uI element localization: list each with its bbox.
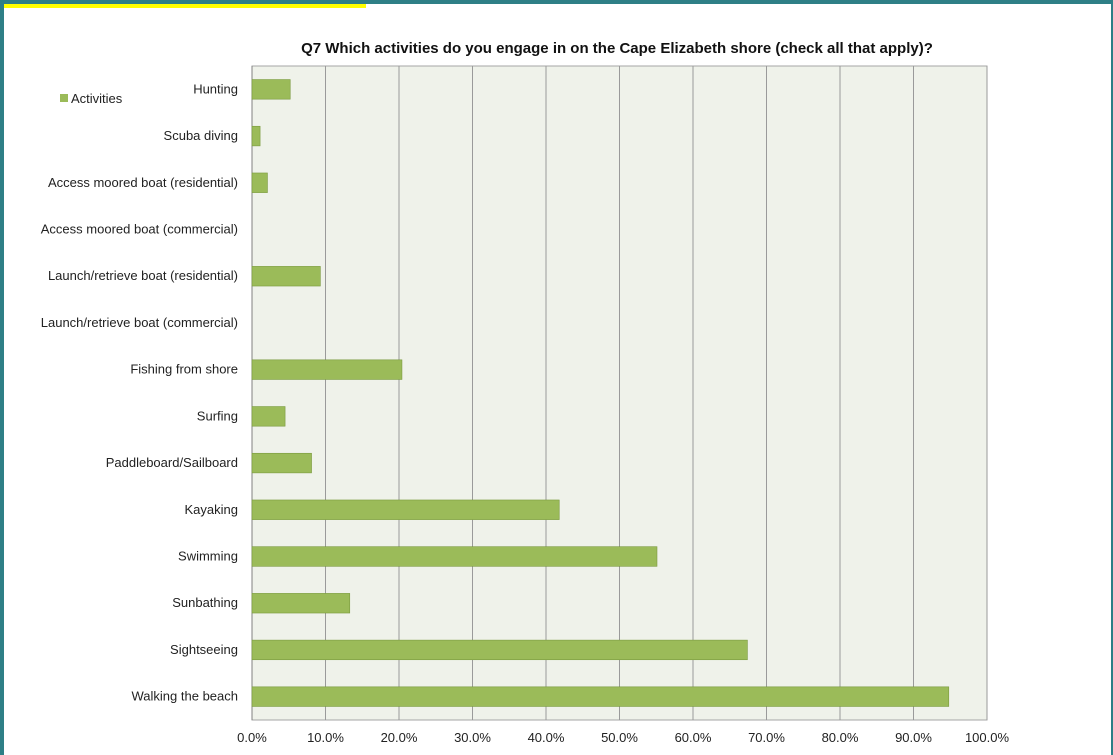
- x-tick-label: 70.0%: [748, 730, 785, 745]
- x-tick-label: 40.0%: [528, 730, 565, 745]
- category-label: Access moored boat (commercial): [41, 222, 238, 237]
- category-label: Launch/retrieve boat (commercial): [41, 315, 238, 330]
- legend-label: Activities: [71, 91, 123, 106]
- bar: [251, 266, 321, 287]
- bar: [251, 593, 351, 614]
- category-label: Walking the beach: [132, 689, 238, 704]
- bar: [251, 452, 312, 474]
- x-tick-label: 80.0%: [822, 730, 859, 745]
- category-label: Kayaking: [185, 502, 238, 517]
- category-label: Scuba diving: [164, 128, 238, 143]
- x-tick-label: 20.0%: [381, 730, 418, 745]
- x-tick-label: 10.0%: [307, 730, 344, 745]
- legend: Activities: [60, 91, 123, 106]
- x-tick-label: 100.0%: [965, 730, 1010, 745]
- bar: [251, 79, 291, 100]
- bars: [251, 79, 950, 707]
- category-label: Launch/retrieve boat (residential): [48, 268, 238, 283]
- category-labels: Hunting Scuba diving Access moored boat (r…: [41, 81, 238, 703]
- x-tick-label: 50.0%: [601, 730, 638, 745]
- bar: [251, 499, 560, 520]
- x-tick-label: 0.0%: [237, 730, 267, 745]
- category-label: Sunbathing: [172, 595, 238, 610]
- category-label: Access moored boat (residential): [48, 175, 238, 190]
- bar: [251, 546, 658, 567]
- x-tick-label: 90.0%: [895, 730, 932, 745]
- bar: [251, 406, 286, 427]
- chart-title: Q7 Which activities do you engage in on …: [301, 40, 933, 57]
- category-label: Sightseeing: [170, 642, 238, 657]
- category-label: Paddleboard/Sailboard: [106, 455, 238, 470]
- bar: [251, 686, 950, 707]
- x-tick-label: 60.0%: [675, 730, 712, 745]
- category-label: Swimming: [178, 549, 238, 564]
- highlight-strip: [0, 0, 366, 8]
- bar: [251, 125, 261, 147]
- x-axis-ticks: 0.0% 10.0% 20.0% 30.0% 40.0% 50.0% 60.0% 70.0% 8…: [237, 730, 1009, 745]
- x-tick-label: 30.0%: [454, 730, 491, 745]
- category-label: Fishing from shore: [130, 362, 238, 377]
- category-label: Hunting: [193, 81, 238, 96]
- category-label: Surfing: [197, 408, 238, 423]
- bar: [251, 639, 748, 661]
- bar: [251, 172, 268, 193]
- bar: [251, 359, 403, 380]
- legend-swatch: [60, 94, 68, 102]
